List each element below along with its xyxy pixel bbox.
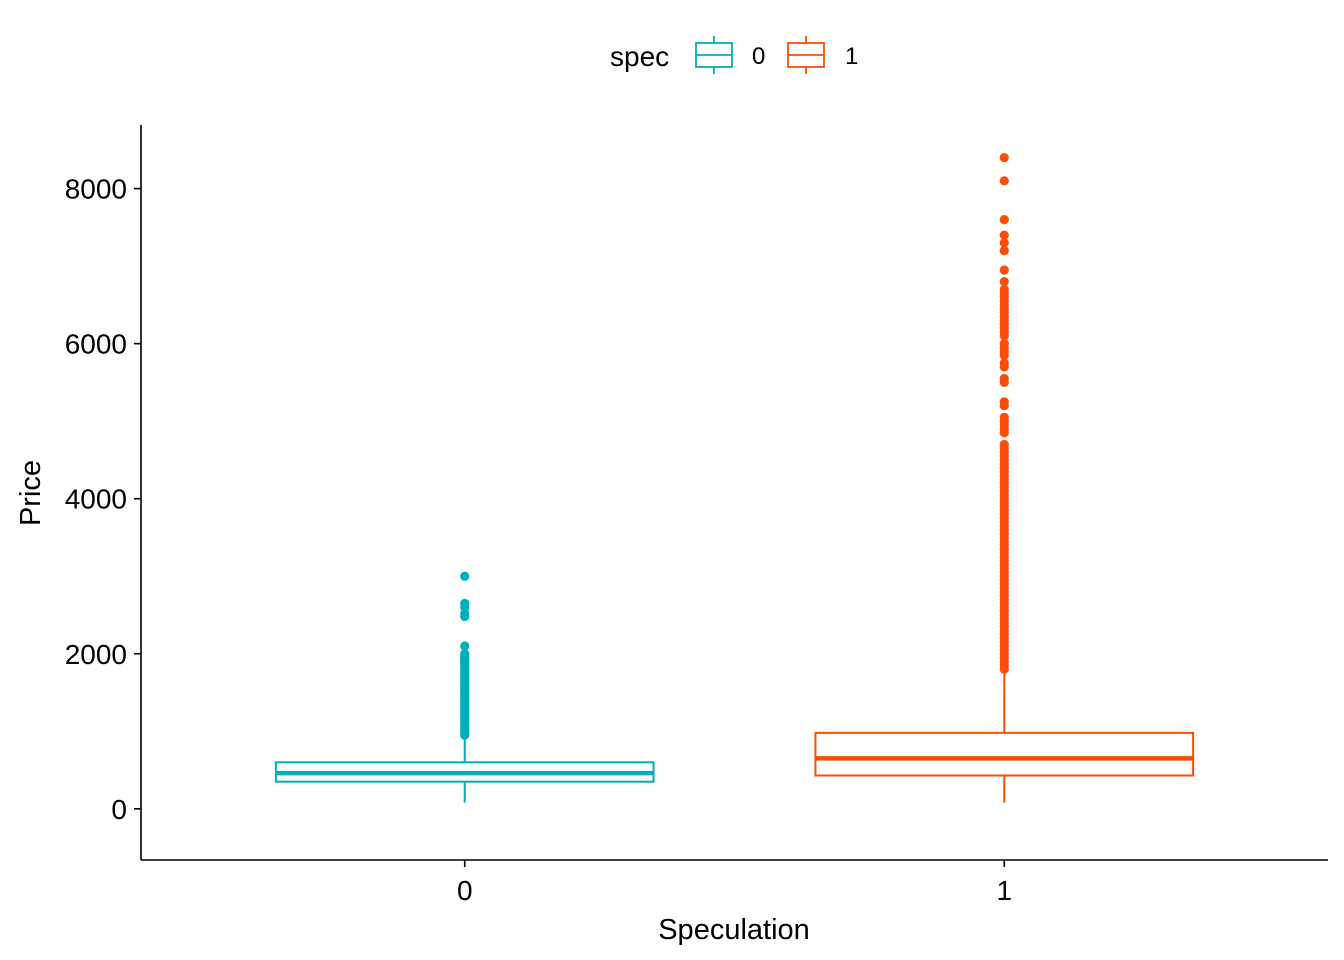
outlier-point: [999, 152, 1009, 163]
outlier-point: [999, 358, 1009, 368]
outlier-point: [999, 246, 1009, 256]
outlier-point: [460, 641, 470, 651]
y-tick-label: 0: [111, 794, 127, 825]
outlier-point: [999, 339, 1009, 349]
legend-label-1: 1: [845, 43, 858, 70]
box-0: [274, 571, 655, 803]
outlier-point: [999, 176, 1009, 186]
y-tick-label: 2000: [65, 639, 127, 670]
outlier-point: [999, 230, 1009, 240]
outlier-point: [460, 649, 470, 659]
legend: spec 0 1: [610, 36, 858, 74]
x-tick-label-0: 0: [457, 875, 473, 906]
legend-key-1: [787, 36, 825, 74]
outlier-point: [999, 277, 1009, 287]
box-1: [814, 152, 1195, 803]
x-tick-label-1: 1: [996, 875, 1012, 906]
outlier-point: [460, 598, 470, 608]
x-axis-title: Speculation: [658, 914, 810, 946]
iqr-box: [814, 731, 1195, 777]
outlier-point: [999, 412, 1009, 422]
legend-key-0: [695, 36, 733, 74]
outlier-point: [999, 284, 1009, 294]
outlier-point: [999, 439, 1009, 450]
y-tick-label: 6000: [65, 329, 127, 360]
legend-label-0: 0: [752, 43, 765, 70]
y-axis-title: Price: [15, 460, 47, 526]
outlier-point: [460, 571, 470, 581]
outlier-point: [999, 373, 1009, 384]
y-ticks: 0 2000 4000 6000 8000: [65, 174, 141, 825]
boxes: [274, 152, 1195, 803]
legend-title: spec: [610, 41, 669, 72]
y-tick-label: 4000: [65, 484, 127, 515]
y-tick-label: 8000: [65, 174, 127, 205]
outlier-point: [999, 265, 1009, 275]
outlier-point: [999, 397, 1009, 407]
outlier-point: [999, 238, 1009, 248]
outlier-point: [999, 214, 1009, 225]
